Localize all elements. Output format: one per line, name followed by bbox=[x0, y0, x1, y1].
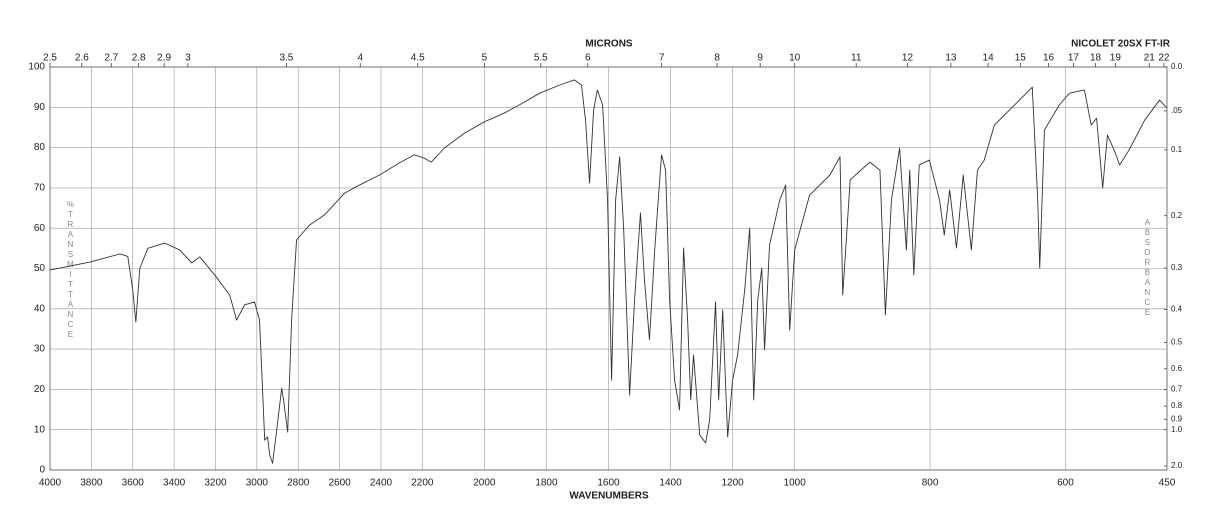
y-tick-label: 80 bbox=[34, 142, 46, 153]
x-tick-label: 3000 bbox=[246, 478, 269, 489]
y-tick-label: 10 bbox=[34, 424, 46, 435]
x-tick-label: 1800 bbox=[535, 478, 558, 489]
x-tick-label: 450 bbox=[1159, 478, 1176, 489]
x2-tick-label: 2.6 bbox=[75, 53, 89, 64]
y-tick-label: 70 bbox=[34, 183, 46, 194]
y2-tick-label: 0.7 bbox=[1171, 385, 1183, 394]
instrument-label: NICOLET 20SX FT-IR bbox=[1071, 39, 1171, 50]
x-tick-label: 1000 bbox=[784, 478, 807, 489]
x-axis-title: WAVENUMBERS bbox=[569, 491, 649, 502]
y2-tick-label: 2.0 bbox=[1171, 461, 1183, 470]
y-tick-label: 90 bbox=[34, 102, 46, 113]
x2-tick-label: 7 bbox=[659, 53, 665, 64]
x2-tick-label: 9 bbox=[757, 53, 763, 64]
y2-tick-label: 0.4 bbox=[1171, 305, 1183, 314]
x-tick-label: 3400 bbox=[163, 478, 186, 489]
y2-tick-label: 0.1 bbox=[1171, 145, 1183, 154]
x2-tick-label: 3 bbox=[185, 53, 191, 64]
x-tick-label: 2400 bbox=[370, 478, 393, 489]
x-tick-label: 4000 bbox=[39, 478, 62, 489]
y2-tick-label: 0.5 bbox=[1171, 338, 1183, 347]
x2-tick-label: 10 bbox=[789, 53, 801, 64]
y-tick-label: 30 bbox=[34, 344, 46, 355]
y2-tick-label: .05 bbox=[1171, 106, 1183, 115]
x-tick-label: 600 bbox=[1057, 478, 1074, 489]
x-tick-label: 3200 bbox=[204, 478, 227, 489]
x2-tick-label: 6 bbox=[585, 53, 591, 64]
top-axis-title: MICRONS bbox=[585, 39, 633, 50]
y2-tick-label: 0.8 bbox=[1171, 401, 1183, 410]
x-tick-label: 1600 bbox=[597, 478, 620, 489]
x2-tick-label: 22 bbox=[1158, 53, 1170, 64]
y2-tick-label: 1.0 bbox=[1171, 425, 1183, 434]
x2-tick-label: 12 bbox=[902, 53, 914, 64]
y2-axis-title: ABSORBANCE bbox=[1143, 218, 1152, 318]
x2-tick-label: 8 bbox=[714, 53, 720, 64]
x2-tick-label: 2.7 bbox=[104, 53, 118, 64]
x-tick-label: 3600 bbox=[122, 478, 145, 489]
y-tick-label: 50 bbox=[34, 263, 46, 274]
y2-tick-label: 0.9 bbox=[1171, 414, 1183, 423]
x2-tick-label: 16 bbox=[1043, 53, 1055, 64]
x2-tick-label: 18 bbox=[1090, 53, 1102, 64]
x2-tick-label: 2.5 bbox=[43, 53, 57, 64]
x2-tick-label: 11 bbox=[851, 53, 862, 64]
y2-tick-label: 0.6 bbox=[1171, 364, 1183, 373]
x-tick-label: 2200 bbox=[411, 478, 434, 489]
y-tick-label: 0 bbox=[39, 465, 45, 476]
x2-tick-label: 5.5 bbox=[534, 53, 548, 64]
spectrum-line bbox=[49, 79, 1168, 464]
x-tick-label: 2000 bbox=[473, 478, 496, 489]
x2-tick-label: 21 bbox=[1144, 53, 1156, 64]
x2-tick-label: 2.9 bbox=[157, 53, 171, 64]
x2-tick-label: 14 bbox=[983, 53, 995, 64]
y2-tick-label: 0.3 bbox=[1171, 263, 1183, 272]
x2-tick-label: 13 bbox=[945, 53, 957, 64]
x2-tick-label: 3.5 bbox=[279, 53, 293, 64]
x2-tick-label: 15 bbox=[1015, 53, 1027, 64]
x-tick-label: 3800 bbox=[80, 478, 103, 489]
y-tick-label: 20 bbox=[34, 384, 46, 395]
y-tick-label: 100 bbox=[28, 62, 45, 73]
x-tick-label: 1400 bbox=[659, 478, 682, 489]
x2-tick-label: 4.5 bbox=[411, 53, 425, 64]
x-tick-label: 2600 bbox=[328, 478, 351, 489]
x2-tick-label: 5 bbox=[482, 53, 488, 64]
x2-tick-label: 2.8 bbox=[132, 53, 146, 64]
x2-tick-label: 19 bbox=[1110, 53, 1122, 64]
y2-tick-label: 0.0 bbox=[1171, 62, 1183, 71]
x-tick-label: 2800 bbox=[287, 478, 310, 489]
y-axis-title: %TRANSMITTANCE bbox=[66, 200, 75, 340]
x-tick-label: 1200 bbox=[721, 478, 744, 489]
x2-tick-label: 4 bbox=[357, 53, 363, 64]
x-tick-label: 800 bbox=[922, 478, 939, 489]
y-tick-label: 60 bbox=[34, 223, 46, 234]
y2-tick-label: 0.2 bbox=[1171, 211, 1183, 220]
y-tick-label: 40 bbox=[34, 303, 46, 314]
x2-tick-label: 17 bbox=[1068, 53, 1080, 64]
